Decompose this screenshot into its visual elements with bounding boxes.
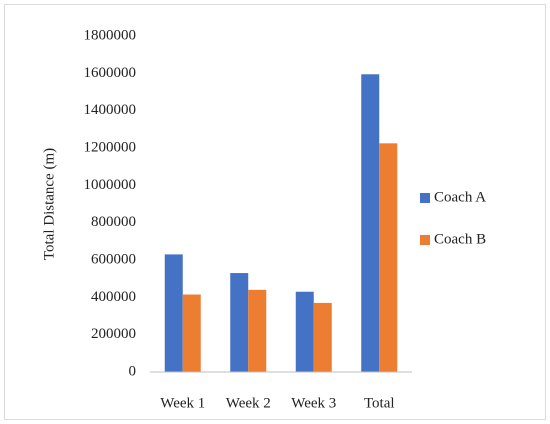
bar <box>230 273 249 372</box>
bar <box>379 143 398 372</box>
x-tick-label: Week 1 <box>160 395 205 411</box>
legend-swatch <box>420 235 430 245</box>
bar <box>248 289 267 372</box>
y-tick-label: 1400000 <box>84 102 137 118</box>
y-tick-label: 1000000 <box>84 177 137 193</box>
bar <box>295 291 314 372</box>
y-tick-label: 200000 <box>91 326 136 342</box>
legend-label: Coach B <box>434 231 486 247</box>
y-tick-label: 400000 <box>91 289 136 305</box>
y-tick-label: 0 <box>129 363 137 379</box>
bar <box>313 302 332 372</box>
y-tick-label: 600000 <box>91 251 136 267</box>
y-tick-label: 1200000 <box>84 139 137 155</box>
legend-swatch <box>420 193 430 203</box>
x-tick-label: Total <box>364 395 395 411</box>
bar <box>361 74 380 373</box>
chart-frame <box>4 4 546 420</box>
y-axis-label: Total Distance (m) <box>41 148 57 260</box>
bar <box>164 254 183 372</box>
y-tick-label: 1600000 <box>84 65 137 81</box>
x-tick-label: Week 3 <box>291 395 336 411</box>
y-tick-label: 800000 <box>91 214 136 230</box>
bar <box>182 294 201 372</box>
y-tick-label: 1800000 <box>84 27 137 43</box>
x-tick-label: Week 2 <box>226 395 271 411</box>
legend-label: Coach A <box>434 189 486 205</box>
